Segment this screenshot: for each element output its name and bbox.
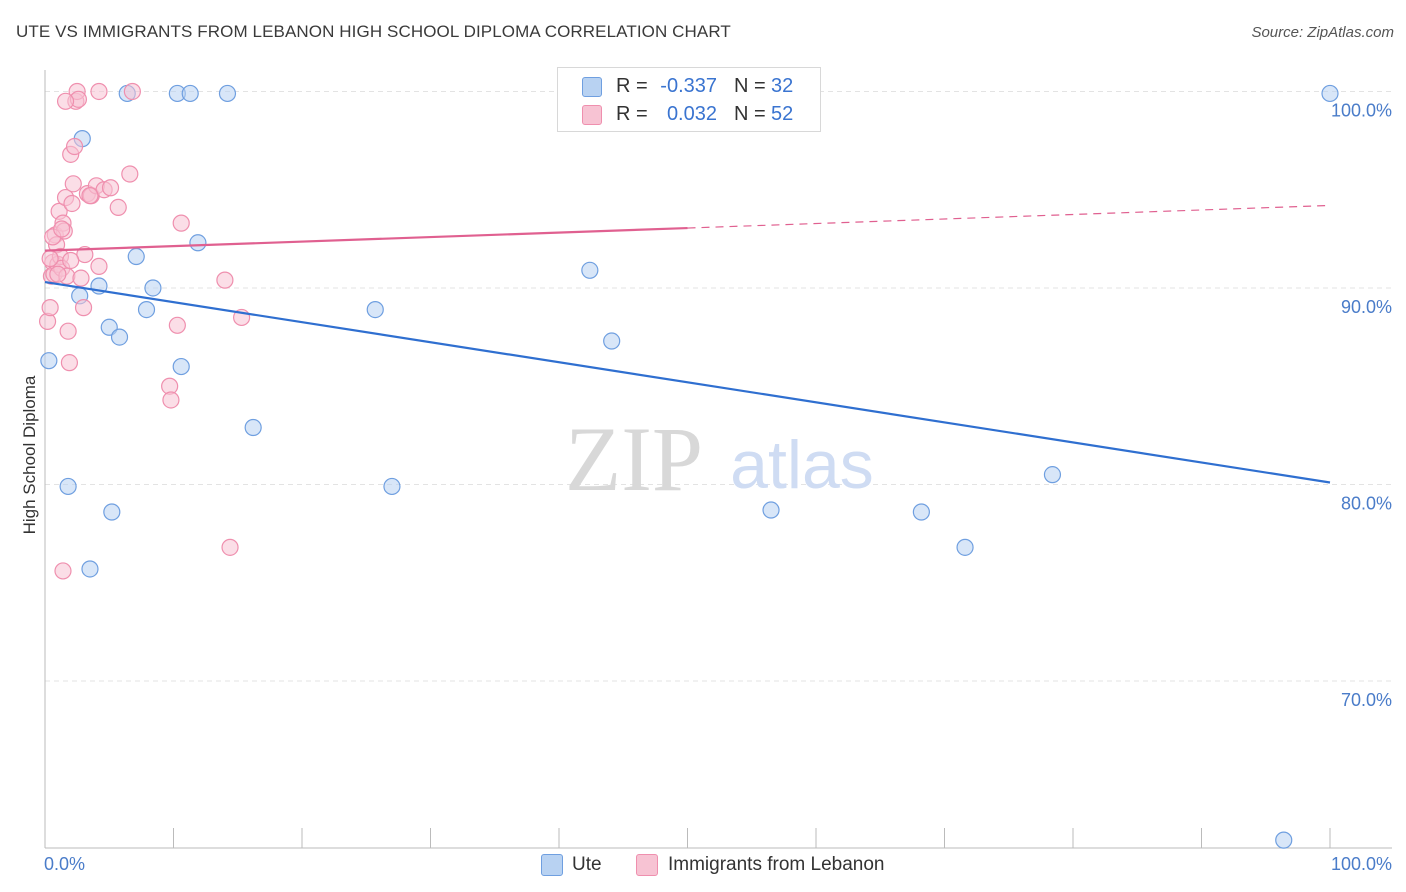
ute-point xyxy=(383,477,401,496)
lebanon-point xyxy=(54,562,72,580)
legend-swatch-ute xyxy=(582,77,602,97)
axes xyxy=(44,70,1392,849)
lebanon-point xyxy=(72,269,90,287)
legend-r-label: R = xyxy=(616,75,648,97)
ute-point xyxy=(181,84,199,103)
ute-point xyxy=(244,418,262,437)
lebanon-point xyxy=(64,175,82,193)
ute-point xyxy=(172,357,190,376)
ute-point xyxy=(218,84,237,103)
ute-point xyxy=(603,332,621,350)
watermark-atlas: atlas xyxy=(730,427,874,503)
series-legend-swatch-lebanon xyxy=(636,854,658,876)
lebanon-point xyxy=(49,265,67,283)
y-tick-label: 90.0% xyxy=(1341,297,1392,317)
ute-point xyxy=(1275,831,1293,849)
lebanon-point xyxy=(60,354,79,372)
legend-n-label: N = xyxy=(734,103,766,125)
legend-row-lebanon: R = 0.032 N = 52 xyxy=(558,101,820,127)
ute-point xyxy=(1043,466,1062,484)
series-legend-label-ute: Ute xyxy=(572,854,602,875)
y-tick-label: 80.0% xyxy=(1341,493,1392,513)
ute-point xyxy=(103,503,121,521)
legend-row-ute: R = -0.337 N = 32 xyxy=(558,73,820,99)
lebanon-point xyxy=(168,316,186,334)
ute-point xyxy=(110,328,129,346)
ute-point xyxy=(366,300,384,319)
lebanon-point xyxy=(41,299,59,317)
lebanon-point xyxy=(123,82,141,101)
series-legend-swatch-ute xyxy=(541,854,563,876)
lebanon-trend-line xyxy=(44,226,688,252)
lebanon-point xyxy=(65,137,84,156)
ute-point xyxy=(40,352,58,370)
lebanon-trend-line-dashed xyxy=(687,204,1331,229)
ute-point xyxy=(59,477,77,496)
lebanon-point xyxy=(90,257,108,275)
lebanon-point xyxy=(62,251,80,270)
ute-point xyxy=(189,234,207,252)
lebanon-point xyxy=(121,165,139,183)
chart-title: UTE VS IMMIGRANTS FROM LEBANON HIGH SCHO… xyxy=(16,22,731,41)
lebanon-point xyxy=(90,82,108,101)
ute-point xyxy=(144,279,162,297)
watermark-zip: ZIP xyxy=(565,408,703,510)
lebanon-point xyxy=(162,391,180,409)
ute-point xyxy=(137,300,156,319)
ute-point xyxy=(762,501,780,519)
lebanon-point xyxy=(172,214,190,232)
legend-r-value: 0.032 xyxy=(666,103,717,125)
ute-point xyxy=(956,538,974,556)
legend-r-value: -0.337 xyxy=(660,75,717,97)
x-tick-label: 100.0% xyxy=(1331,854,1392,874)
ute-point xyxy=(581,261,599,279)
ute-trend-line xyxy=(44,280,1331,484)
lebanon-point xyxy=(74,299,93,317)
y-tick-label: 70.0% xyxy=(1341,690,1392,710)
lebanon-point xyxy=(41,249,59,268)
lebanon-point xyxy=(109,198,127,217)
lebanon-point xyxy=(63,194,81,213)
series-legend: Ute Immigrants from Lebanon xyxy=(0,852,1406,878)
source-credit: Source: ZipAtlas.com xyxy=(1251,24,1394,41)
legend-n-value: 32 xyxy=(771,75,794,97)
legend-n-label: N = xyxy=(734,75,766,97)
tick-labels: 100.0% 90.0% 80.0% 70.0% 0.0% 100.0% xyxy=(44,100,1392,874)
legend-n-value: 52 xyxy=(771,103,794,125)
ute-point xyxy=(912,503,930,521)
legend-r-label: R = xyxy=(616,103,648,125)
stats-legend: R = -0.337 N = 32 R = 0.032 N = 52 xyxy=(557,67,821,132)
lebanon-point xyxy=(101,179,120,197)
trend-lines xyxy=(44,204,1331,484)
y-tick-label: 100.0% xyxy=(1331,100,1392,120)
ute-point xyxy=(81,560,99,578)
lebanon-point xyxy=(221,538,239,556)
ute-point xyxy=(1321,84,1339,103)
lebanon-point xyxy=(81,187,99,205)
lebanon-point xyxy=(56,92,75,110)
lebanon-point xyxy=(216,271,234,289)
lebanon-point xyxy=(59,322,77,340)
legend-swatch-lebanon xyxy=(582,105,602,125)
ute-point xyxy=(127,247,145,266)
x-tick-label: 0.0% xyxy=(44,854,85,874)
y-axis-label: High School Diploma xyxy=(20,375,39,534)
series-legend-label-lebanon: Immigrants from Lebanon xyxy=(668,854,885,875)
data-points xyxy=(38,82,1339,849)
watermark: ZIP atlas xyxy=(565,408,874,510)
lebanon-point xyxy=(53,220,71,238)
